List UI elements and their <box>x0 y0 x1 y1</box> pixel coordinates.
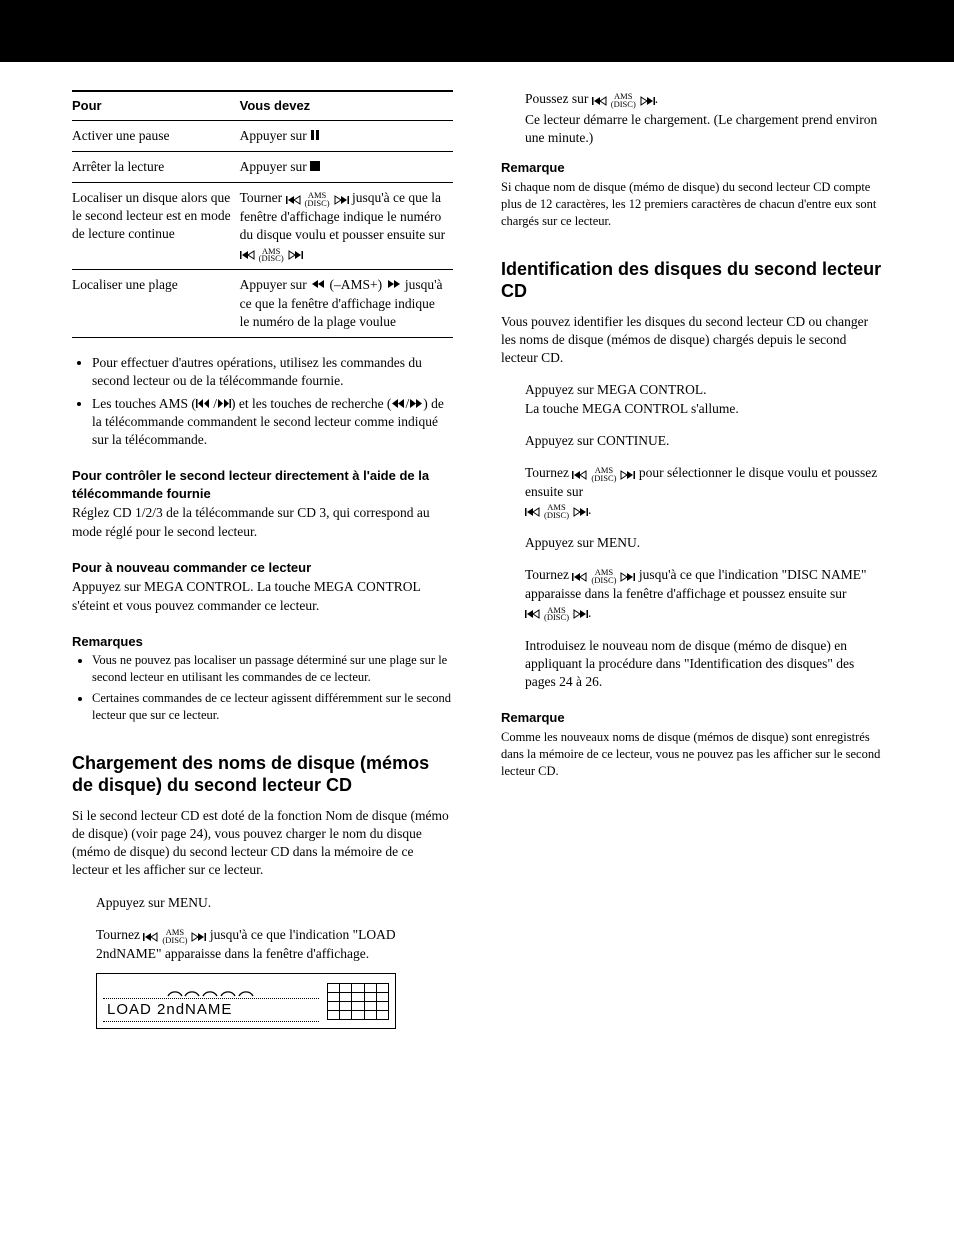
step-text: Tournez AMS(DISC) jusqu'à ce que l'indic… <box>96 926 453 963</box>
text: (–AMS+) <box>326 277 385 292</box>
th-pour: Pour <box>72 91 240 120</box>
table-row: Activer une pause Appuyer sur <box>72 120 453 151</box>
table-row: Arrêter la lecture Appuyer sur <box>72 151 453 182</box>
paragraph: Réglez CD 1/2/3 de la télécommande sur C… <box>72 504 453 540</box>
cell-how: Appuyer sur (–AMS+) jusqu'à ce que la fe… <box>240 270 453 338</box>
ams-dial-icon: AMS(DISC) <box>525 604 588 622</box>
rewind-icon <box>310 279 326 289</box>
lcd-display: LOAD 2ndNAME <box>96 973 396 1029</box>
th-vousdevez: Vous devez <box>240 91 453 120</box>
text: Appuyer sur <box>240 128 311 143</box>
prev-track-icon <box>196 399 210 408</box>
text: Tournez <box>525 465 572 480</box>
remark-block: Remarque Si chaque nom de disque (mémo d… <box>501 159 882 229</box>
subheading: Remarques <box>72 633 453 651</box>
step-text: Appuyez sur MENU. <box>525 534 882 552</box>
subheading: Remarque <box>501 709 882 727</box>
remark-block: Remarque Comme les nouveaux noms de disq… <box>501 709 882 779</box>
step: Tournez AMS(DISC) jusqu'à ce que l'indic… <box>96 926 453 963</box>
step-text: Ce lecteur démarre le chargement. (Le ch… <box>525 111 882 147</box>
rewind-icon <box>391 399 405 408</box>
step-text: Introduisez le nouveau nom de disque (mé… <box>525 637 882 692</box>
paragraph: Si le second lecteur CD est doté de la f… <box>72 807 453 880</box>
command-table: Pour Vous devez Activer une pause Appuye… <box>72 90 453 338</box>
step: Appuyez sur CONTINUE. <box>525 432 882 450</box>
list-item: Pour effectuer d'autres opérations, util… <box>92 354 453 390</box>
cell-action: Arrêter la lecture <box>72 151 240 182</box>
left-column: Pour Vous devez Activer une pause Appuye… <box>72 90 453 1029</box>
forward-icon <box>409 399 423 408</box>
step: Appuyez sur MEGA CONTROL. La touche MEGA… <box>525 381 882 417</box>
paragraph: Comme les nouveaux noms de disque (mémos… <box>501 729 882 780</box>
step-text: Tournez AMS(DISC) pour sélectionner le d… <box>525 464 882 520</box>
text: . <box>655 91 658 106</box>
text: Poussez sur <box>525 91 592 106</box>
cell-how: Appuyer sur <box>240 151 453 182</box>
text: . <box>588 502 591 517</box>
right-column: Poussez sur AMS(DISC). Ce lecteur démarr… <box>501 90 882 1029</box>
forward-icon <box>386 279 402 289</box>
cell-action: Localiser un disque alors que le second … <box>72 182 240 269</box>
remarks-list: Vous ne pouvez pas localiser un passage … <box>72 652 453 724</box>
text: Appuyer sur <box>240 159 311 174</box>
list-item: Les touches AMS ( /) et les touches de r… <box>92 395 453 450</box>
table-row: Localiser un disque alors que le second … <box>72 182 453 269</box>
text: ) et les touches de recherche ( <box>231 396 391 411</box>
display-text: LOAD 2ndNAME <box>103 998 319 1022</box>
step-text: Appuyez sur MEGA CONTROL. La touche MEGA… <box>525 381 882 417</box>
cell-action: Localiser une plage <box>72 270 240 338</box>
list-item: Vous ne pouvez pas localiser un passage … <box>92 652 453 686</box>
calendar-grid-icon <box>327 983 389 1019</box>
subheading: Remarque <box>501 159 882 177</box>
stop-icon <box>310 161 320 171</box>
step: Tournez AMS(DISC) jusqu'à ce que l'indic… <box>525 566 882 622</box>
cell-how: Appuyer sur <box>240 120 453 151</box>
ams-dial-icon: AMS(DISC) <box>572 567 635 585</box>
text: Les touches AMS ( <box>92 396 196 411</box>
step-text: Appuyez sur MENU. <box>96 894 453 912</box>
step: Appuyez sur MENU. <box>96 894 453 912</box>
disc-slots-icon <box>166 980 256 998</box>
ams-dial-icon: AMS(DISC) <box>143 927 206 945</box>
pause-icon <box>310 130 320 140</box>
section-heading-identify: Identification des disques du second lec… <box>501 258 882 303</box>
text: Tournez <box>525 567 572 582</box>
ams-dial-icon: AMS(DISC) <box>286 190 349 208</box>
ams-dial-icon: AMS(DISC) <box>240 245 303 263</box>
paragraph: Appuyez sur MEGA CONTROL. La touche MEGA… <box>72 578 453 614</box>
paragraph: Vous pouvez identifier les disques du se… <box>501 313 882 368</box>
list-item: Certaines commandes de ce lecteur agisse… <box>92 690 453 724</box>
step: Poussez sur AMS(DISC). Ce lecteur démarr… <box>525 90 882 147</box>
ams-dial-icon: AMS(DISC) <box>572 465 635 483</box>
step-text: Tournez AMS(DISC) jusqu'à ce que l'indic… <box>525 566 882 622</box>
subheading: Pour contrôler le second lecteur directe… <box>72 467 453 502</box>
section-heading-load: Chargement des noms de disque (mémos de … <box>72 752 453 797</box>
table-row: Localiser une plage Appuyer sur (–AMS+) … <box>72 270 453 338</box>
page: Pour Vous devez Activer une pause Appuye… <box>0 62 954 1069</box>
step-text: Appuyez sur CONTINUE. <box>525 432 882 450</box>
subheading: Pour à nouveau commander ce lecteur <box>72 559 453 577</box>
step-text: Poussez sur AMS(DISC). <box>525 90 882 109</box>
next-track-icon <box>217 399 231 408</box>
top-bar <box>0 0 954 62</box>
ams-dial-icon: AMS(DISC) <box>525 502 588 520</box>
notes-list: Pour effectuer d'autres opérations, util… <box>72 354 453 449</box>
text: . <box>588 605 591 620</box>
step: Tournez AMS(DISC) pour sélectionner le d… <box>525 464 882 520</box>
paragraph: Si chaque nom de disque (mémo de disque)… <box>501 179 882 230</box>
step: Appuyez sur MENU. <box>525 534 882 552</box>
ams-dial-icon: AMS(DISC) <box>592 91 655 109</box>
text: Tournez <box>96 927 143 942</box>
text: Tourner <box>240 190 286 205</box>
cell-how: Tourner AMS(DISC) jusqu'à ce que la fenê… <box>240 182 453 269</box>
text: Appuyer sur <box>240 277 311 292</box>
step: Introduisez le nouveau nom de disque (mé… <box>525 637 882 692</box>
cell-action: Activer une pause <box>72 120 240 151</box>
